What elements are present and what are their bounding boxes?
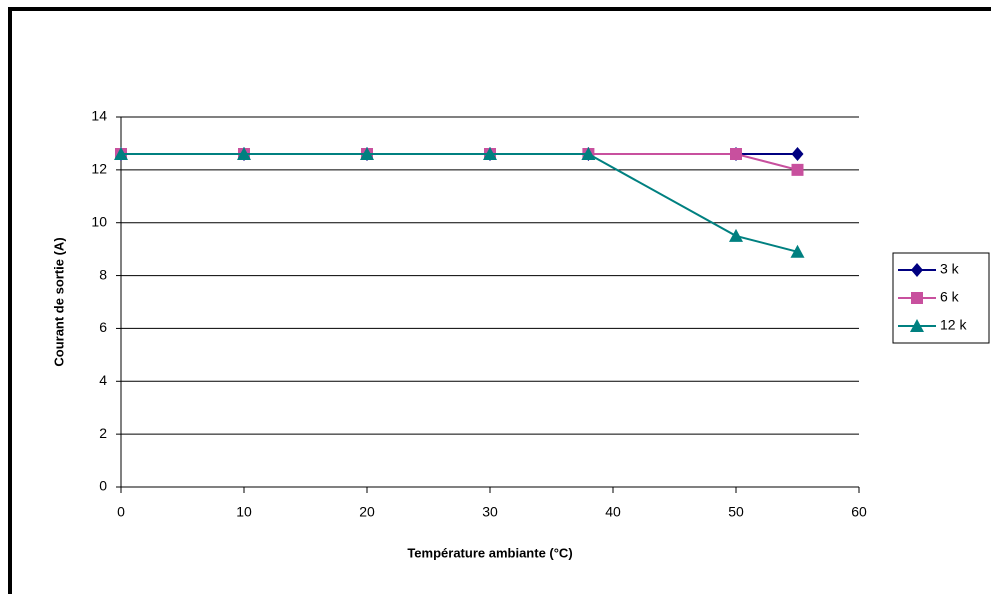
- series-line: [121, 153, 798, 253]
- y-tick-label: 8: [99, 266, 107, 282]
- y-tick-label: 10: [91, 213, 107, 229]
- x-tick-label: 20: [359, 504, 375, 520]
- legend-marker: [911, 263, 923, 277]
- x-tick-label: 40: [605, 504, 621, 520]
- legend-label: 6 k: [940, 289, 960, 305]
- marker: [581, 147, 596, 160]
- x-tick-label: 60: [851, 504, 867, 520]
- marker: [791, 147, 804, 161]
- series-line: [121, 153, 798, 171]
- marker: [483, 147, 497, 160]
- legend-label: 12 k: [940, 317, 967, 333]
- legend-label: 3 k: [940, 261, 960, 277]
- marker: [237, 147, 251, 160]
- x-tick-label: 50: [728, 504, 744, 520]
- marker: [790, 244, 805, 258]
- x-tick-label: 0: [117, 504, 125, 520]
- x-axis-label: Température ambiante (°C): [407, 545, 572, 560]
- y-tick-label: 2: [99, 425, 107, 441]
- y-axis-label: Courant de sortie (A): [51, 237, 66, 366]
- x-tick-label: 30: [482, 504, 498, 520]
- frame: [8, 7, 991, 594]
- y-tick-label: 6: [99, 319, 107, 335]
- marker: [729, 228, 743, 242]
- marker: [360, 147, 374, 160]
- y-tick-label: 0: [99, 478, 107, 494]
- y-tick-label: 14: [91, 108, 107, 124]
- marker: [114, 147, 128, 160]
- x-tick-label: 10: [236, 504, 252, 520]
- legend-marker: [911, 292, 923, 304]
- marker: [730, 148, 742, 160]
- marker: [791, 163, 804, 176]
- legend-marker: [910, 319, 924, 332]
- y-tick-label: 4: [99, 372, 107, 388]
- y-tick-label: 12: [91, 161, 107, 177]
